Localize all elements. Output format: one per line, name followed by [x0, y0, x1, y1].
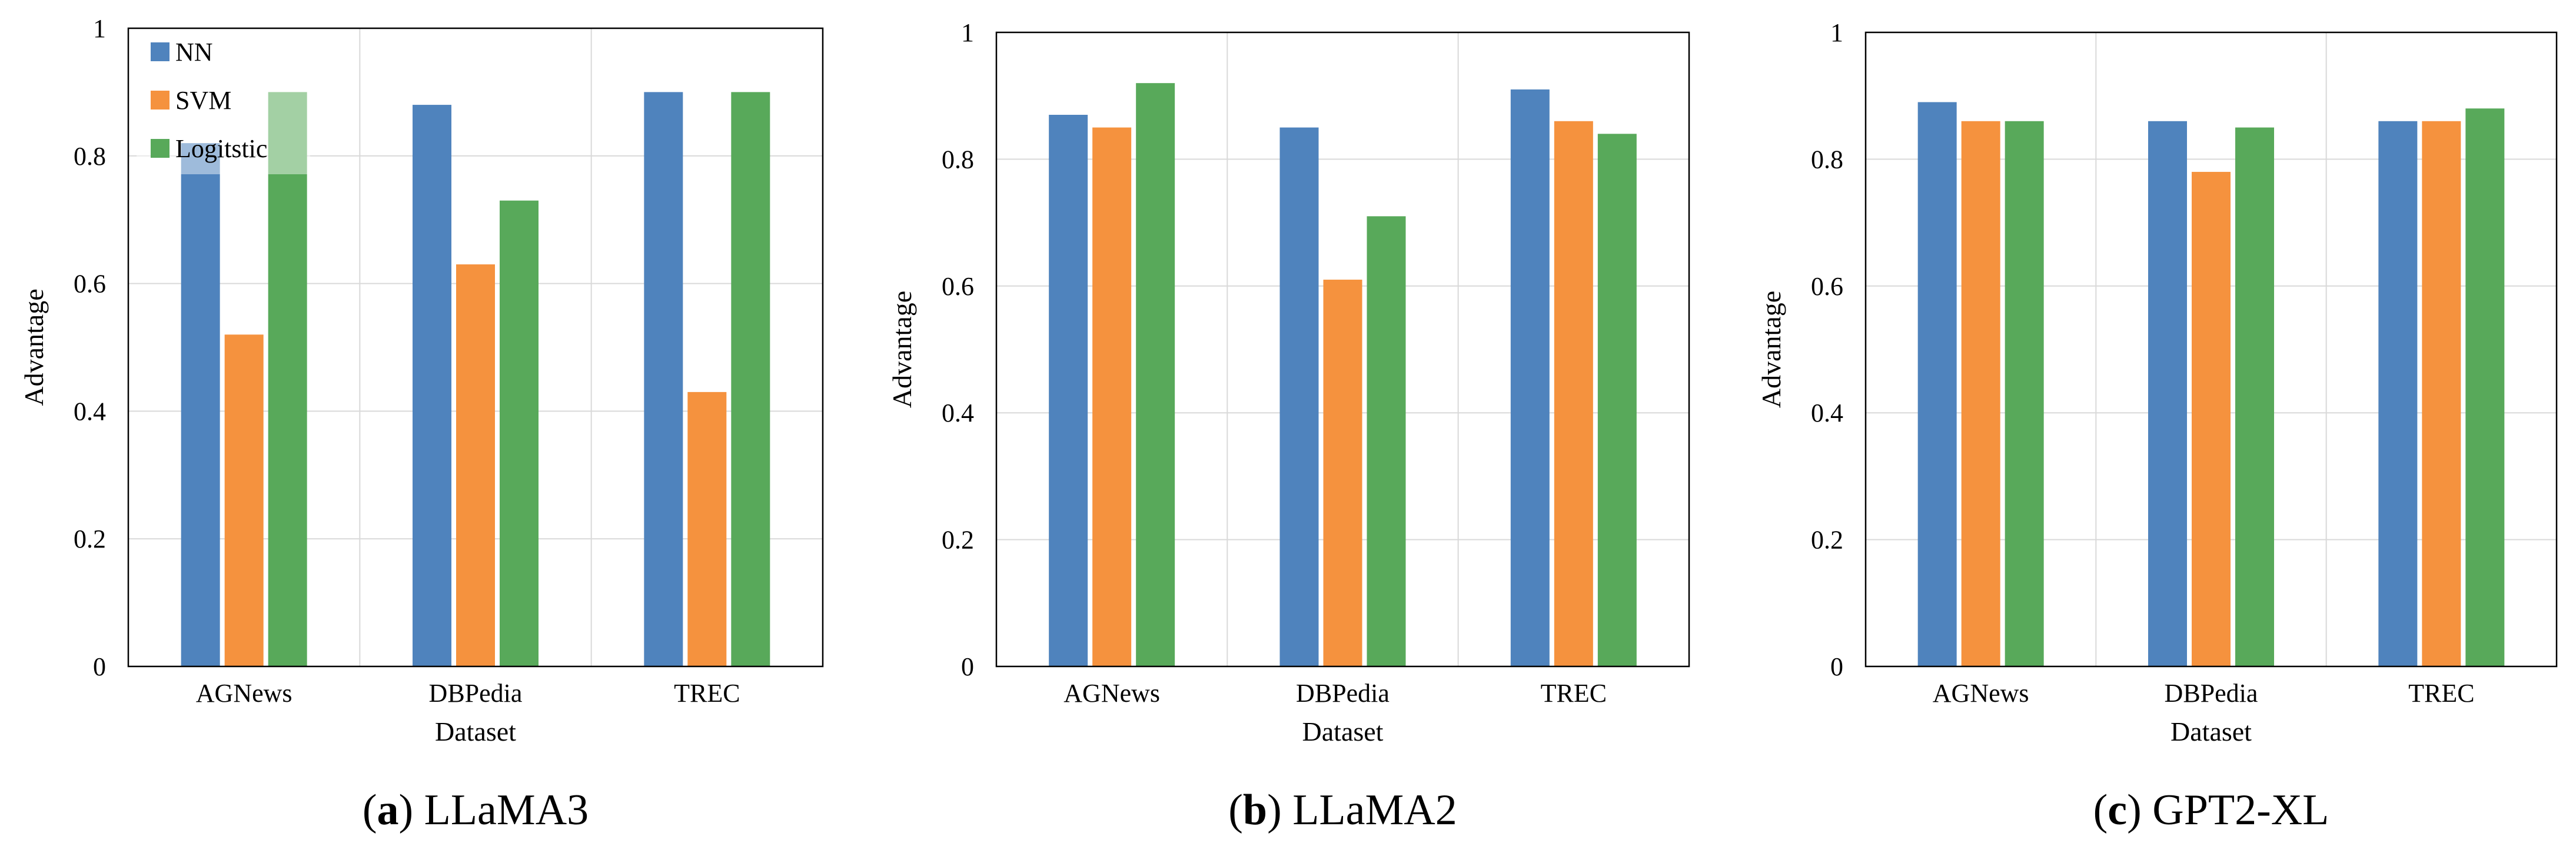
y-axis-label: Advantage — [19, 288, 49, 406]
legend-swatch-logitstic — [151, 139, 169, 158]
x-tick-label: TREC — [674, 679, 740, 708]
bar-svm-trec — [687, 392, 727, 666]
y-tick-label: 1 — [961, 18, 974, 47]
bar-nn-agnews — [1049, 115, 1088, 666]
y-axis-label: Advantage — [887, 291, 917, 408]
caption-letter: b — [1243, 786, 1267, 834]
x-tick-label: AGNews — [196, 679, 292, 708]
y-tick-label: 1 — [1830, 18, 1843, 47]
y-tick-label: 0.6 — [74, 270, 106, 298]
bar-nn-agnews — [1917, 102, 1957, 667]
x-tick-label: AGNews — [1933, 679, 2029, 708]
bar-logitstic-dbpedia — [1367, 216, 1406, 667]
caption-paren-close: ) — [1267, 786, 1292, 834]
y-tick-label: 0.4 — [74, 397, 106, 426]
bar-nn-agnews — [181, 143, 220, 666]
x-tick-label: DBPedia — [1296, 679, 1390, 708]
chart-panel-b: 0 0.2 0.4 0.6 0.8 1 AGNews DBPedia TREC Dataset Ad… — [887, 18, 1690, 834]
bar-svm-agnews — [1092, 127, 1132, 667]
plot-frame — [995, 31, 1690, 668]
bar-logitstic-agnews — [1136, 83, 1175, 666]
y-tick-label: 0.8 — [942, 145, 974, 174]
bar-logitstic-dbpedia — [2235, 127, 2274, 667]
bar-nn-dbpedia — [2148, 121, 2187, 666]
x-tick-label: TREC — [1541, 679, 1607, 708]
x-tick-label: AGNews — [1063, 679, 1160, 708]
caption-model: LLaMA2 — [1292, 786, 1457, 834]
y-tick-label: 1 — [93, 14, 106, 43]
y-tick-label: 0.6 — [942, 272, 974, 301]
bar-nn-dbpedia — [1279, 127, 1319, 667]
caption-paren-open: ( — [1228, 786, 1243, 834]
legend-swatch-nn — [151, 42, 169, 61]
plot-frame — [1864, 31, 2558, 668]
bar-svm-trec — [2422, 121, 2461, 666]
bar-svm-agnews — [1961, 121, 2000, 666]
bar-svm-dbpedia — [2192, 171, 2231, 666]
panel-caption: (c) GPT2-XL — [2093, 786, 2329, 834]
caption-letter: a — [377, 786, 399, 834]
y-tick-label: 0.2 — [942, 526, 974, 555]
bar-nn-dbpedia — [413, 105, 451, 666]
y-axis-label: Advantage — [1756, 291, 1786, 408]
y-tick-label: 0.2 — [1811, 526, 1843, 555]
y-tick-label: 0 — [93, 652, 106, 681]
bar-logitstic-trec — [1597, 134, 1637, 666]
legend-label-svm: SVM — [175, 86, 231, 115]
bar-logitstic-agnews — [268, 92, 307, 666]
panel-caption: (a) LLaMA3 — [363, 786, 589, 834]
chart-panel-a: 0 0.2 0.4 0.6 0.8 1 AGNews DBPedia TREC Dataset Ad… — [19, 14, 824, 834]
y-tick-label: 0.8 — [1811, 145, 1843, 174]
x-axis-label: Dataset — [2171, 716, 2252, 747]
bar-logitstic-trec — [731, 92, 770, 666]
panel-caption: (b) LLaMA2 — [1228, 786, 1457, 834]
y-tick-label: 0 — [1830, 652, 1843, 681]
y-tick-label: 0 — [961, 652, 974, 681]
y-tick-label: 0.6 — [1811, 272, 1843, 301]
bar-nn-trec — [2378, 121, 2418, 666]
bar-svm-trec — [1554, 121, 1593, 666]
caption-model: GPT2-XL — [2152, 786, 2329, 834]
bar-svm-agnews — [224, 334, 264, 666]
x-tick-label: DBPedia — [429, 679, 523, 708]
y-tick-label: 0.4 — [1811, 399, 1843, 427]
caption-letter: c — [2108, 786, 2127, 834]
legend: NN SVM Logitstic — [137, 34, 310, 174]
bar-svm-dbpedia — [1323, 280, 1362, 666]
x-tick-label: TREC — [2408, 679, 2474, 708]
bar-svm-dbpedia — [456, 264, 495, 667]
x-axis-label: Dataset — [1302, 716, 1384, 747]
caption-paren-close: ) — [2127, 786, 2152, 834]
legend-swatch-svm — [151, 91, 169, 110]
caption-paren-open: ( — [363, 786, 377, 834]
y-tick-label: 0.2 — [74, 525, 106, 553]
x-axis-label: Dataset — [435, 716, 516, 747]
bar-logitstic-dbpedia — [500, 200, 539, 666]
bar-nn-trec — [644, 92, 683, 666]
y-tick-label: 0.4 — [942, 399, 974, 427]
bar-logitstic-agnews — [2005, 121, 2044, 666]
x-tick-label: DBPedia — [2165, 679, 2258, 708]
chart-panel-c: 0 0.2 0.4 0.6 0.8 1 AGNews DBPedia TREC Dataset Ad… — [1756, 18, 2558, 834]
caption-paren-close: ) — [399, 786, 424, 834]
y-tick-label: 0.8 — [74, 142, 106, 171]
bar-logitstic-trec — [2465, 108, 2505, 667]
bar-nn-trec — [1510, 89, 1550, 666]
legend-label-logitstic: Logitstic — [175, 134, 267, 163]
caption-model: LLaMA3 — [424, 786, 589, 834]
caption-paren-open: ( — [2093, 786, 2108, 834]
legend-label-nn: NN — [175, 38, 213, 67]
plot-frame — [127, 27, 824, 668]
